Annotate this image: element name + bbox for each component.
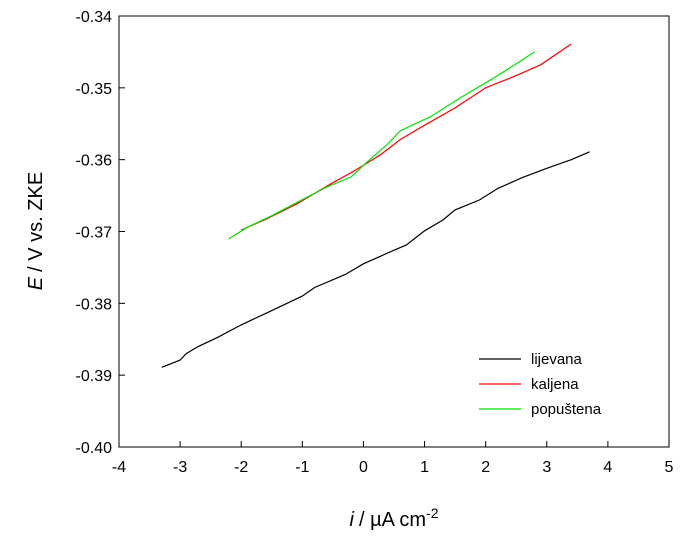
- y-tick-label: -0.40: [76, 440, 113, 457]
- legend-label-popuštena: popuštena: [531, 401, 602, 418]
- y-tick-label: -0.34: [76, 9, 113, 26]
- series-line-lijevana: [161, 151, 590, 368]
- x-tick-label: -1: [295, 459, 309, 476]
- x-tick-label: 5: [665, 459, 674, 476]
- series-line-kaljena: [240, 43, 572, 231]
- x-tick-label: 2: [481, 459, 490, 476]
- y-axis-label-var: E: [25, 276, 47, 290]
- x-axis-label: i / µA cm-2: [350, 505, 439, 531]
- x-tick-label: 0: [359, 459, 368, 476]
- x-tick-label: 1: [420, 459, 429, 476]
- series-line-popuštena: [228, 51, 535, 240]
- x-tick-label: 3: [542, 459, 551, 476]
- y-tick-label: -0.36: [76, 153, 113, 170]
- y-axis-label-unit: / V vs. ZKE: [25, 172, 47, 272]
- x-tick-label: -4: [112, 459, 126, 476]
- series-lines: [161, 43, 590, 368]
- plot-frame: [118, 15, 670, 448]
- y-tick-label: -0.37: [76, 225, 113, 242]
- y-tick-label: -0.39: [76, 368, 113, 385]
- x-axis-label-sup: -2: [426, 505, 439, 521]
- x-axis-label-unit: / µA cm: [359, 509, 426, 531]
- legend: lijevana kaljena popuštena: [479, 351, 602, 418]
- legend-label-lijevana: lijevana: [531, 351, 583, 368]
- axis-ticks: -4 -3 -2 -1 0 1 2 3 4 5 -0.40 -0.39 -0.38 -0.37 -0.36 -…: [76, 9, 674, 476]
- x-tick-label: -3: [173, 459, 187, 476]
- legend-label-kaljena: kaljena: [531, 376, 579, 393]
- y-tick-label: -0.38: [76, 296, 113, 313]
- x-axis-label-var: i: [350, 509, 355, 531]
- x-tick-label: -2: [234, 459, 248, 476]
- y-tick-label: -0.35: [76, 81, 113, 98]
- x-tick-label: 4: [603, 459, 612, 476]
- y-axis-label: E / V vs. ZKE: [25, 172, 47, 290]
